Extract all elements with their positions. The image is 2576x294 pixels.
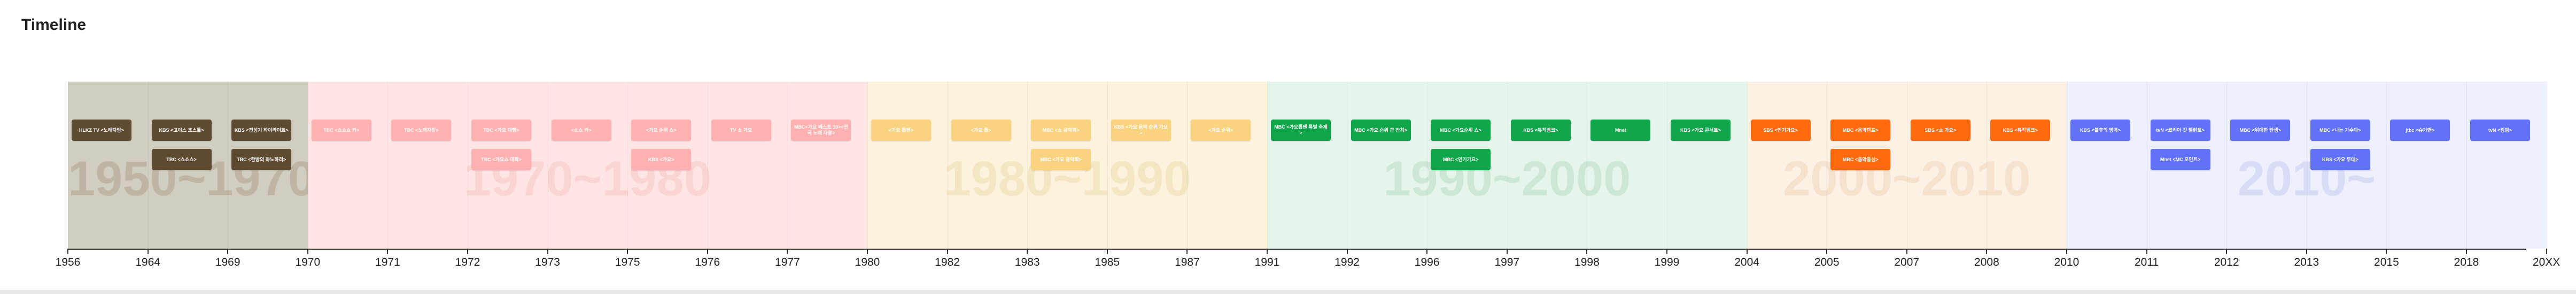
event-card[interactable]: SBS <인기가요>	[1751, 120, 1811, 141]
year-label: 1987	[1160, 256, 1214, 269]
era-band: 1970~1980	[308, 82, 867, 249]
event-card[interactable]: MBC <음악캠프>	[1830, 120, 1890, 141]
year-label: 1991	[1240, 256, 1294, 269]
event-card[interactable]: KBS <전성기 하이라이트>	[231, 120, 291, 141]
year-label: 1985	[1081, 256, 1134, 269]
year-gridline	[1347, 82, 1348, 249]
year-gridline	[148, 82, 149, 249]
event-card[interactable]: TBC <쇼쇼쇼>	[152, 149, 212, 170]
event-card[interactable]: MBC <가요 음악회>	[1031, 149, 1091, 170]
year-label: 1998	[1560, 256, 1613, 269]
event-card[interactable]: TBC <가요쇼 대회>	[471, 149, 531, 170]
event-card[interactable]: Mnet	[1590, 120, 1650, 141]
year-label: 1973	[521, 256, 575, 269]
axis-tick	[2546, 249, 2547, 254]
event-card[interactable]: MBC <나는 가수다>	[2310, 120, 2370, 141]
event-card[interactable]: TBC <한방의 하노하리>	[231, 149, 291, 170]
event-card[interactable]: MBC <위대한 탄생>	[2230, 120, 2290, 141]
year-label: 2018	[2440, 256, 2493, 269]
event-card[interactable]: <가요 순위>	[1191, 120, 1251, 141]
event-card[interactable]: KBS <뮤직뱅크>	[1990, 120, 2050, 141]
year-label: 1970	[281, 256, 335, 269]
event-card[interactable]: jtbc <슈가맨>	[2390, 120, 2450, 141]
event-card[interactable]: tvN <코리아 갓 탤런트>	[2151, 120, 2210, 141]
year-label: 1983	[1000, 256, 1054, 269]
year-label: 1971	[361, 256, 414, 269]
year-label: 1980	[841, 256, 894, 269]
year-label: 1999	[1640, 256, 1694, 269]
event-card[interactable]: MBC <인기가요>	[1431, 149, 1491, 170]
year-label: 1997	[1480, 256, 1534, 269]
year-gridline	[1107, 82, 1108, 249]
year-label: 2008	[1960, 256, 2013, 269]
year-label: 2007	[1880, 256, 1934, 269]
year-label: 2015	[2360, 256, 2413, 269]
event-card[interactable]: MBC<가요 베스트 10><전국 노래 자랑>	[791, 120, 851, 141]
year-label: 1977	[761, 256, 814, 269]
year-gridline	[787, 82, 788, 249]
event-card[interactable]: KBS <가요 콘서트>	[1671, 120, 1731, 141]
year-gridline	[1027, 82, 1028, 249]
year-label: 2011	[2120, 256, 2174, 269]
event-card[interactable]: MBC <가요 순위 큰 잔치>	[1351, 120, 1411, 141]
year-label: 1982	[921, 256, 974, 269]
event-card[interactable]: KBS <가요 음악 순위 가요>	[1111, 120, 1171, 141]
year-gridline	[867, 82, 868, 249]
year-label: 2012	[2200, 256, 2253, 269]
event-card[interactable]: SBS <쇼 가요>	[1911, 120, 1970, 141]
year-gridline	[1267, 82, 1268, 249]
event-card[interactable]: HLKZ TV <노래자랑>	[72, 120, 131, 141]
event-card[interactable]: MBC <가요톱텐 특별 축제>	[1271, 120, 1331, 141]
event-card[interactable]: TBC <가요 대행>	[471, 120, 531, 141]
year-label: 2004	[1720, 256, 1774, 269]
year-gridline	[1507, 82, 1508, 249]
event-card[interactable]: KBS <고이스 조스틀>	[152, 120, 212, 141]
event-card[interactable]: KBS <가요>	[631, 149, 691, 170]
event-card[interactable]: <가요 순위 쇼>	[631, 120, 691, 141]
event-card[interactable]: KBS <뮤직뱅크>	[1511, 120, 1571, 141]
event-card[interactable]: MBC <쇼 음악회>	[1031, 120, 1091, 141]
event-card[interactable]: MBC <가요순위 쇼>	[1431, 120, 1491, 141]
year-gridline	[387, 82, 388, 249]
event-card[interactable]: KBS <가요 무대>	[2310, 149, 2370, 170]
year-label: 1972	[441, 256, 494, 269]
year-label: 1992	[1321, 256, 1374, 269]
event-card[interactable]: <쇼쇼 카>	[552, 120, 611, 141]
timeline-axis	[68, 249, 2526, 250]
year-gridline	[627, 82, 628, 249]
year-label: 1976	[681, 256, 734, 269]
year-label: 1975	[601, 256, 654, 269]
page-title: Timeline	[21, 16, 86, 34]
event-card[interactable]: tvN <킹덤>	[2470, 120, 2530, 141]
event-card[interactable]: <가요 톱텐>	[871, 120, 931, 141]
year-gridline	[2386, 82, 2387, 249]
year-label: 1956	[41, 256, 95, 269]
year-label: 1996	[1400, 256, 1454, 269]
event-card[interactable]: KBS <불후의 명곡>	[2070, 120, 2130, 141]
horizontal-scrollbar[interactable]	[0, 290, 2576, 294]
year-label: 2010	[2040, 256, 2093, 269]
year-gridline	[1187, 82, 1188, 249]
year-label: 2013	[2280, 256, 2333, 269]
year-label: 2005	[1800, 256, 1853, 269]
event-card[interactable]: TBC <쇼쇼쇼 카>	[312, 120, 371, 141]
event-card[interactable]: Mnet <MC 포인트>	[2151, 149, 2210, 170]
year-gridline	[1747, 82, 1748, 249]
event-card[interactable]: TBC <노래자랑>	[391, 120, 451, 141]
year-gridline	[2226, 82, 2227, 249]
event-card[interactable]: TV 쇼 가요	[711, 120, 771, 141]
era-label: 1970~1980	[308, 151, 867, 207]
year-label: 1964	[121, 256, 175, 269]
event-card[interactable]: MBC <음악중심>	[1830, 149, 1890, 170]
year-label: 20XX	[2520, 256, 2573, 269]
year-gridline	[2466, 82, 2467, 249]
event-card[interactable]: <가요 톱>	[951, 120, 1011, 141]
year-label: 1969	[201, 256, 254, 269]
